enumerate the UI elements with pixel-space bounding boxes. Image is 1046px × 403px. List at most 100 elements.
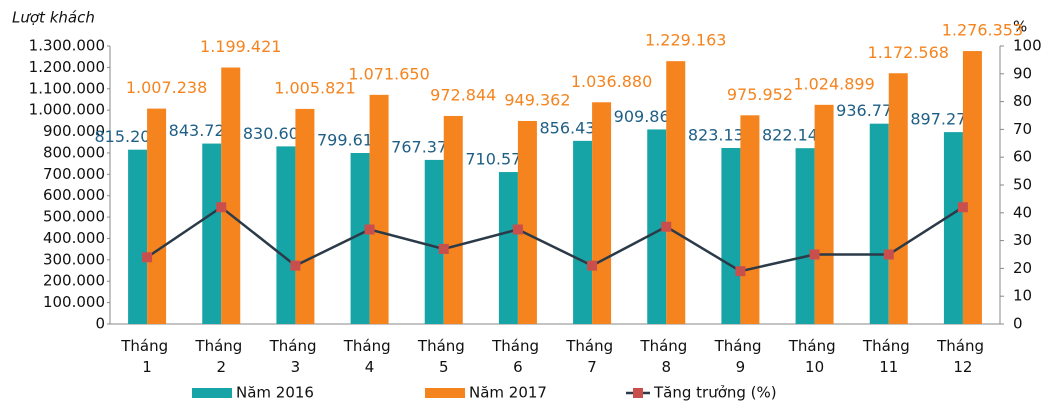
line-marker [883,249,894,260]
y-axis-title: Lượt khách [12,9,95,27]
line-marker [364,224,375,235]
x-tick-label-line: 8 [661,358,671,376]
x-tick-label: Tháng 3 [269,337,322,376]
value-label: 1.024.899 [793,74,874,93]
value-label: 830.608 [243,124,309,143]
x-tick-label-line: Tháng [417,337,470,355]
y2-tick-label: 90 [1013,64,1032,82]
bar [147,108,167,325]
x-tick-label: Tháng 11 [862,337,915,376]
value-label: 843.726 [169,121,235,140]
y-tick-label: 0 [95,315,105,333]
value-label: 936.779 [836,101,902,120]
y2-tick-label: 40 [1013,203,1032,221]
x-tick-label-line: Tháng [269,337,322,355]
x-tick-label-line: 5 [439,358,449,376]
bar [666,61,686,324]
y2-tick-label: 100 [1013,37,1042,55]
x-tick-label-line: Tháng [343,337,396,355]
x-tick-label: Tháng 10 [788,337,841,376]
value-label: 1.007.238 [126,78,207,97]
bar [350,153,370,324]
x-tick-label-line: Tháng [565,337,618,355]
legend-marker [633,388,643,398]
y2-tick-label: 70 [1013,120,1032,138]
bar [888,73,908,324]
x-tick-label-line: 4 [365,358,375,376]
value-label: 1.005.821 [274,78,355,97]
y2-tick-label: 10 [1013,287,1032,305]
x-tick-label: Tháng 2 [194,337,247,376]
value-label: 1.071.650 [348,64,429,83]
x-tick-label: Tháng 4 [343,337,396,376]
x-tick-label: Tháng 6 [491,337,544,376]
value-label: 949.362 [504,90,570,109]
line-marker [957,202,968,213]
value-label: 972.844 [430,85,496,104]
y-tick-label: 300.000 [43,250,105,268]
bar [443,115,463,324]
x-tick-label-line: 11 [879,358,898,376]
legend-swatch [425,388,465,398]
value-label: 822.145 [762,126,828,145]
x-tick-label: Tháng 9 [714,337,767,376]
bar [721,147,741,324]
legend-label: Tăng trưởng (%) [653,384,777,402]
x-tick-label-line: 3 [291,358,301,376]
bar [740,115,760,324]
value-label: 767.373 [391,137,457,156]
y-tick-label: 400.000 [43,229,105,247]
y-tick-label: 100.000 [43,293,105,311]
y-tick-label: 600.000 [43,186,105,204]
y-tick-label: 900.000 [43,122,105,140]
bar [573,140,593,324]
bar [592,102,612,324]
bar [221,67,241,325]
bar [795,148,815,324]
bar [962,51,982,324]
value-label: 1.229.163 [645,31,726,50]
x-tick-label-line: 1 [142,358,152,376]
line-marker [661,221,672,232]
line-marker [735,266,746,277]
y-tick-label: 700.000 [43,165,105,183]
y2-tick-label: 50 [1013,176,1032,194]
value-label: 897.279 [910,110,976,129]
bar [202,143,222,324]
x-tick-label-line: 12 [953,358,972,376]
bar [869,123,889,324]
line-marker [512,224,523,235]
line-marker [142,252,153,263]
x-tick-label-line: Tháng [714,337,767,355]
y-tick-label: 200.000 [43,272,105,290]
legend-swatch [192,388,232,398]
line-marker [809,249,820,260]
line-marker [216,202,227,213]
bar [128,149,148,324]
value-label: 799.612 [317,131,383,150]
value-label: 1.199.421 [200,37,281,56]
y2-tick-label: 0 [1013,315,1023,333]
value-label: 823.135 [688,125,754,144]
x-tick-label-line: 2 [216,358,226,376]
y-tick-label: 500.000 [43,208,105,226]
line-marker [290,260,301,271]
bar [369,94,389,324]
line-marker [587,260,598,271]
x-tick-label: Tháng 7 [565,337,618,376]
bar [276,146,296,324]
bar [498,172,518,324]
y-tick-label: 800.000 [43,143,105,161]
x-tick-label-line: 6 [513,358,523,376]
x-tick-label: Tháng 12 [936,337,989,376]
y2-axis-title: % [1013,18,1027,36]
x-tick-label-line: Tháng [120,337,173,355]
y-tick-label: 1.200.000 [29,58,105,76]
y2-tick-label: 80 [1013,92,1032,110]
x-tick-label: Tháng 1 [120,337,173,376]
x-tick-label-line: Tháng [491,337,544,355]
y2-tick-label: 60 [1013,148,1032,166]
bar [814,104,834,325]
x-tick-label-line: 10 [805,358,824,376]
